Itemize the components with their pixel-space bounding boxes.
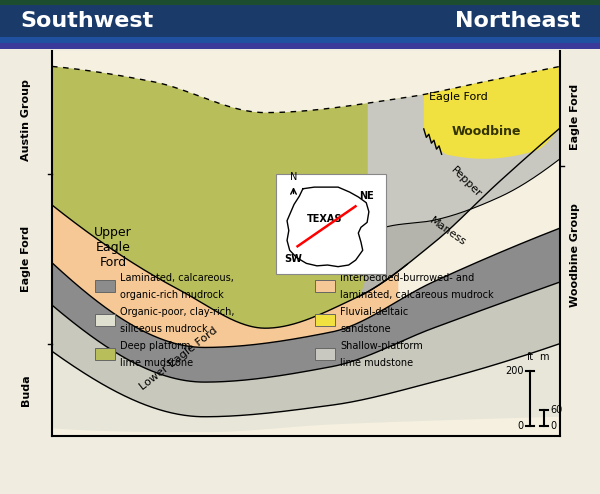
Bar xyxy=(315,314,335,326)
Text: Shallow-platform: Shallow-platform xyxy=(340,341,423,351)
Bar xyxy=(95,280,115,292)
Text: Organic-poor, clay-rich,: Organic-poor, clay-rich, xyxy=(120,307,235,317)
Bar xyxy=(560,51,600,436)
Text: m: m xyxy=(539,352,549,362)
Polygon shape xyxy=(52,344,560,432)
Polygon shape xyxy=(368,66,560,271)
Text: Austin Group: Austin Group xyxy=(21,80,31,161)
Bar xyxy=(315,280,335,292)
Text: lime mudstone: lime mudstone xyxy=(120,358,193,368)
Bar xyxy=(95,314,115,326)
Polygon shape xyxy=(287,187,369,267)
Bar xyxy=(0,5,600,37)
Polygon shape xyxy=(52,228,560,382)
Bar xyxy=(95,348,115,360)
Text: Eagle Ford: Eagle Ford xyxy=(21,226,31,292)
Text: Laminated, calcareous,: Laminated, calcareous, xyxy=(120,273,234,283)
Text: Woodbine: Woodbine xyxy=(452,125,521,138)
Polygon shape xyxy=(52,282,560,417)
Text: Upper
Eagle
Ford: Upper Eagle Ford xyxy=(94,226,132,269)
Text: siliceous mudrock: siliceous mudrock xyxy=(120,324,208,334)
Text: N: N xyxy=(290,172,297,182)
Polygon shape xyxy=(358,128,560,297)
Bar xyxy=(0,0,600,5)
Text: TEXAS: TEXAS xyxy=(307,214,343,224)
Bar xyxy=(0,37,600,43)
Bar xyxy=(315,348,335,360)
Text: Lower Eagle Ford: Lower Eagle Ford xyxy=(138,326,220,392)
Text: Deep platform: Deep platform xyxy=(120,341,191,351)
Bar xyxy=(52,51,560,436)
Text: Maness: Maness xyxy=(428,216,469,248)
Text: NE: NE xyxy=(359,191,374,201)
Text: 0: 0 xyxy=(550,421,556,431)
Text: Southwest: Southwest xyxy=(20,11,153,31)
Text: Eagle Ford: Eagle Ford xyxy=(429,92,488,102)
Text: sandstone: sandstone xyxy=(340,324,391,334)
Text: Pepper: Pepper xyxy=(449,165,483,199)
Bar xyxy=(0,43,600,49)
Text: lime mudstone: lime mudstone xyxy=(340,358,413,368)
Text: 0: 0 xyxy=(518,421,524,431)
Text: Fluvial-deltaic: Fluvial-deltaic xyxy=(340,307,408,317)
Text: 60: 60 xyxy=(550,405,562,414)
Polygon shape xyxy=(424,66,560,159)
Text: Eagle Ford: Eagle Ford xyxy=(570,83,580,150)
Text: organic-rich mudrock: organic-rich mudrock xyxy=(120,290,224,300)
Polygon shape xyxy=(52,66,495,328)
Text: Interbedded-burrowed- and: Interbedded-burrowed- and xyxy=(340,273,474,283)
Text: ft: ft xyxy=(526,352,533,362)
Text: Buda: Buda xyxy=(21,374,31,406)
Text: SW: SW xyxy=(284,254,302,264)
Text: 200: 200 xyxy=(505,366,524,376)
Bar xyxy=(0,51,52,436)
Bar xyxy=(275,174,386,274)
Polygon shape xyxy=(52,205,398,347)
Text: Northeast: Northeast xyxy=(455,11,580,31)
Text: Woodbine Group: Woodbine Group xyxy=(570,203,580,307)
Text: laminated, calcareous mudrock: laminated, calcareous mudrock xyxy=(340,290,494,300)
